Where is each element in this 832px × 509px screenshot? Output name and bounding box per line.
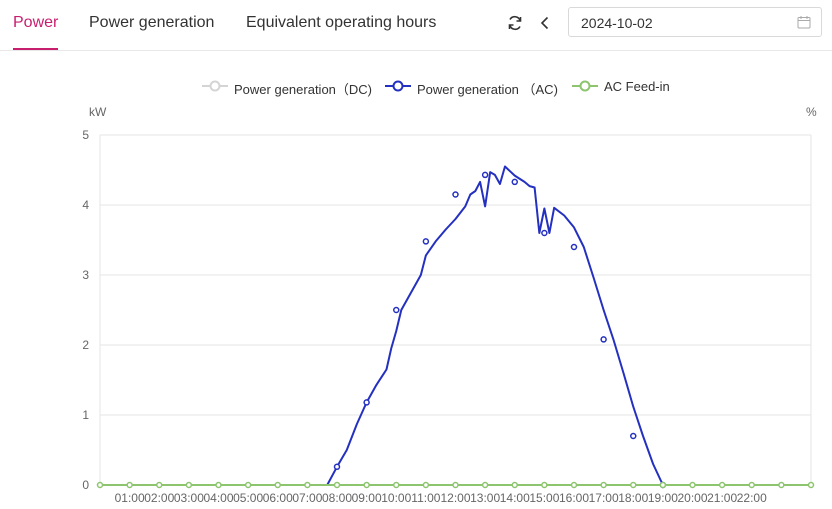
date-picker[interactable]: 2024-10-02 <box>568 7 822 37</box>
y-tick-label: 3 <box>82 268 89 282</box>
series-point-2 <box>718 481 726 489</box>
series-point-2 <box>126 481 133 489</box>
y-tick-label: 0 <box>82 478 89 492</box>
series-point-2 <box>215 481 222 489</box>
series-point-2 <box>274 481 281 489</box>
series-point-1 <box>600 336 607 343</box>
active-tab-underline <box>13 48 58 50</box>
series-point-1 <box>541 229 548 237</box>
x-tick-label: 04:00 <box>203 491 233 505</box>
y-tick-label: 2 <box>82 338 89 352</box>
series-point-1 <box>363 399 370 406</box>
x-tick-label: 02:00 <box>144 491 174 505</box>
series-point-2 <box>689 481 696 489</box>
y-axis-unit-left: kW <box>89 105 107 119</box>
y-tick-label: 1 <box>82 408 89 422</box>
x-tick-label: 08:00 <box>322 491 352 505</box>
series-point-2 <box>748 481 755 489</box>
x-tick-label: 06:00 <box>263 491 293 505</box>
series-point-1 <box>511 178 518 186</box>
x-tick-label: 20:00 <box>677 491 707 505</box>
series-point-2 <box>778 481 785 489</box>
series-point-1 <box>481 171 489 179</box>
series-point-1 <box>570 243 578 251</box>
series-point-2 <box>807 481 815 489</box>
series-point-2 <box>481 481 489 489</box>
x-tick-label: 03:00 <box>174 491 204 505</box>
series-point-2 <box>333 481 341 489</box>
tab-power[interactable]: Power <box>13 14 59 31</box>
x-tick-label: 16:00 <box>559 491 589 505</box>
x-tick-label: 11:00 <box>411 491 440 505</box>
legend-dc-marker <box>202 80 228 92</box>
series-point-1 <box>333 463 341 471</box>
date-value: 2024-10-02 <box>581 15 653 31</box>
series-point-2 <box>630 481 637 489</box>
x-tick-label: 01:00 <box>115 491 145 505</box>
y-axis-unit-right: % <box>806 105 817 119</box>
y-tick-label: 5 <box>82 128 89 142</box>
series-point-1 <box>452 191 459 198</box>
series-point-2 <box>659 481 667 489</box>
tab-power-generation[interactable]: Power generation <box>89 14 215 31</box>
calendar-icon <box>797 16 811 29</box>
series-line-1 <box>326 165 664 486</box>
x-tick-label: 13:00 <box>470 491 500 505</box>
x-tick-label: 12:00 <box>440 491 470 505</box>
legend-label-dc: Power generation（DC) <box>234 82 373 97</box>
chart-legend: Power generation（DC) Power generation （A… <box>0 78 832 97</box>
series-point-2 <box>185 481 193 489</box>
series-point-2 <box>422 481 430 489</box>
legend-feed-in-marker <box>572 80 598 92</box>
series-point-2 <box>304 481 311 489</box>
x-tick-label: 17:00 <box>589 491 619 505</box>
legend-ac-marker <box>385 80 411 92</box>
refresh-icon[interactable] <box>506 14 524 32</box>
series-point-1 <box>630 432 637 440</box>
series-point-2 <box>511 481 518 489</box>
x-tick-label: 19:00 <box>648 491 678 505</box>
y-tick-label: 4 <box>82 198 89 212</box>
tab-bar: Power Power generation Equivalent operat… <box>0 0 832 51</box>
x-tick-label: 21:00 <box>707 491 737 505</box>
tab-equivalent-operating-hours[interactable]: Equivalent operating hours <box>246 14 437 31</box>
x-tick-label: 14:00 <box>500 491 530 505</box>
series-point-2 <box>600 481 607 489</box>
series-point-2 <box>452 481 459 489</box>
legend-label-ac: Power generation （AC) <box>417 82 558 97</box>
chevron-left-icon[interactable] <box>536 14 554 32</box>
x-tick-label: 15:00 <box>529 491 559 505</box>
series-point-1 <box>393 306 400 314</box>
series-point-1 <box>422 238 430 245</box>
x-tick-label: 09:00 <box>352 491 382 505</box>
x-tick-label: 10:00 <box>381 491 411 505</box>
x-tick-label: 05:00 <box>233 491 263 505</box>
x-tick-label: 22:00 <box>737 491 767 505</box>
series-point-2 <box>96 481 104 489</box>
series-point-2 <box>393 481 400 489</box>
x-tick-label: 07:00 <box>292 491 322 505</box>
series-point-2 <box>244 481 252 489</box>
x-tick-label: 18:00 <box>618 491 648 505</box>
series-point-2 <box>570 481 578 489</box>
series-point-2 <box>363 481 370 489</box>
series-point-2 <box>541 481 548 489</box>
series-point-2 <box>156 481 163 489</box>
legend-label-feed-in: AC Feed-in <box>604 79 670 94</box>
